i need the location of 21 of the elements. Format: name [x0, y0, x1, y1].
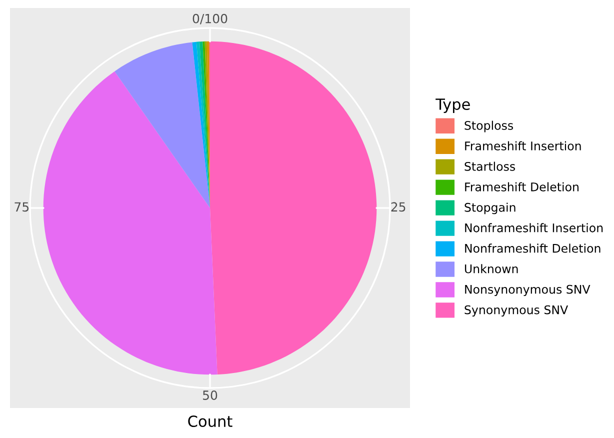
- legend-label: Synonymous SNV: [464, 305, 568, 317]
- legend-label: Nonframeshift Deletion: [465, 244, 600, 253]
- text: 25: [391, 202, 406, 212]
- legend-label: Frameshift Deletion: [465, 182, 578, 192]
- pie-slice: [43, 71, 218, 375]
- legend-label: Frameshift Insertion: [465, 141, 581, 150]
- pie-slice: [192, 42, 210, 208]
- legend-label: Unknown: [464, 264, 518, 274]
- text: Count: [188, 415, 232, 428]
- legend-label: Stoploss: [464, 120, 514, 132]
- legend-title: Type: [436, 98, 470, 113]
- pie-slice: [210, 41, 377, 375]
- text: 75: [14, 202, 29, 212]
- pie-slice: [196, 42, 210, 208]
- legend-label: Startloss: [464, 162, 516, 171]
- pie-slice: [114, 42, 210, 208]
- legend-label: Nonframeshift Insertion: [465, 223, 603, 232]
- legend-label: Nonsynonymous SNV: [465, 284, 590, 296]
- text: 50: [203, 390, 218, 400]
- text: 0/100: [192, 14, 228, 24]
- legend-label: Stopgain: [464, 202, 516, 214]
